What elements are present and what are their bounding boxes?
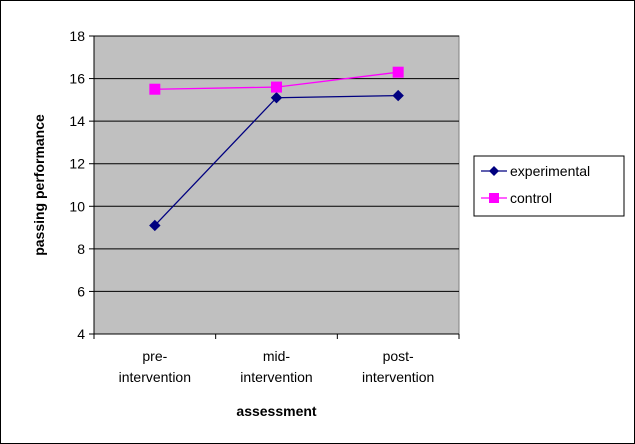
legend-marker: [489, 193, 499, 203]
x-tick-label: mid-intervention: [240, 348, 312, 385]
legend-item: experimental: [481, 163, 590, 179]
legend-label: experimental: [510, 163, 590, 179]
data-point: [271, 81, 282, 93]
data-point: [270, 92, 283, 104]
x-axis-title: assessment: [236, 403, 317, 419]
y-tick-label: 12: [69, 156, 85, 172]
y-axis-title: passing performance: [31, 114, 47, 256]
series-control: [149, 66, 404, 95]
x-tick-labels: pre-intervention mid-intervention post-int…: [119, 348, 435, 385]
axes: [89, 35, 460, 339]
y-tick-label: 10: [69, 198, 85, 214]
legend-label: control: [510, 190, 552, 206]
y-tick-label: 16: [69, 71, 85, 87]
y-tick-label: 8: [77, 241, 85, 257]
data-point: [392, 89, 404, 102]
y-tick-label: 14: [69, 113, 85, 129]
data-point: [392, 66, 404, 78]
legend-box: [473, 155, 625, 217]
y-tick-label: 18: [69, 28, 85, 44]
data-point: [149, 219, 161, 232]
gridlines: [94, 35, 459, 292]
legend: experimental control: [473, 155, 625, 217]
data-point: [149, 83, 161, 95]
legend-item: control: [481, 190, 552, 206]
y-tick-labels: 4 6 8 10 12 14 16 18: [69, 28, 85, 342]
x-tick-label: post-intervention: [362, 348, 434, 385]
legend-marker: [489, 166, 499, 176]
y-tick-label: 4: [77, 326, 85, 342]
series-layer: [149, 66, 404, 232]
plot-area: [93, 35, 460, 335]
y-tick-label: 6: [77, 283, 85, 299]
series-experimental: [149, 89, 404, 232]
x-tick-label: pre-intervention: [119, 348, 191, 385]
